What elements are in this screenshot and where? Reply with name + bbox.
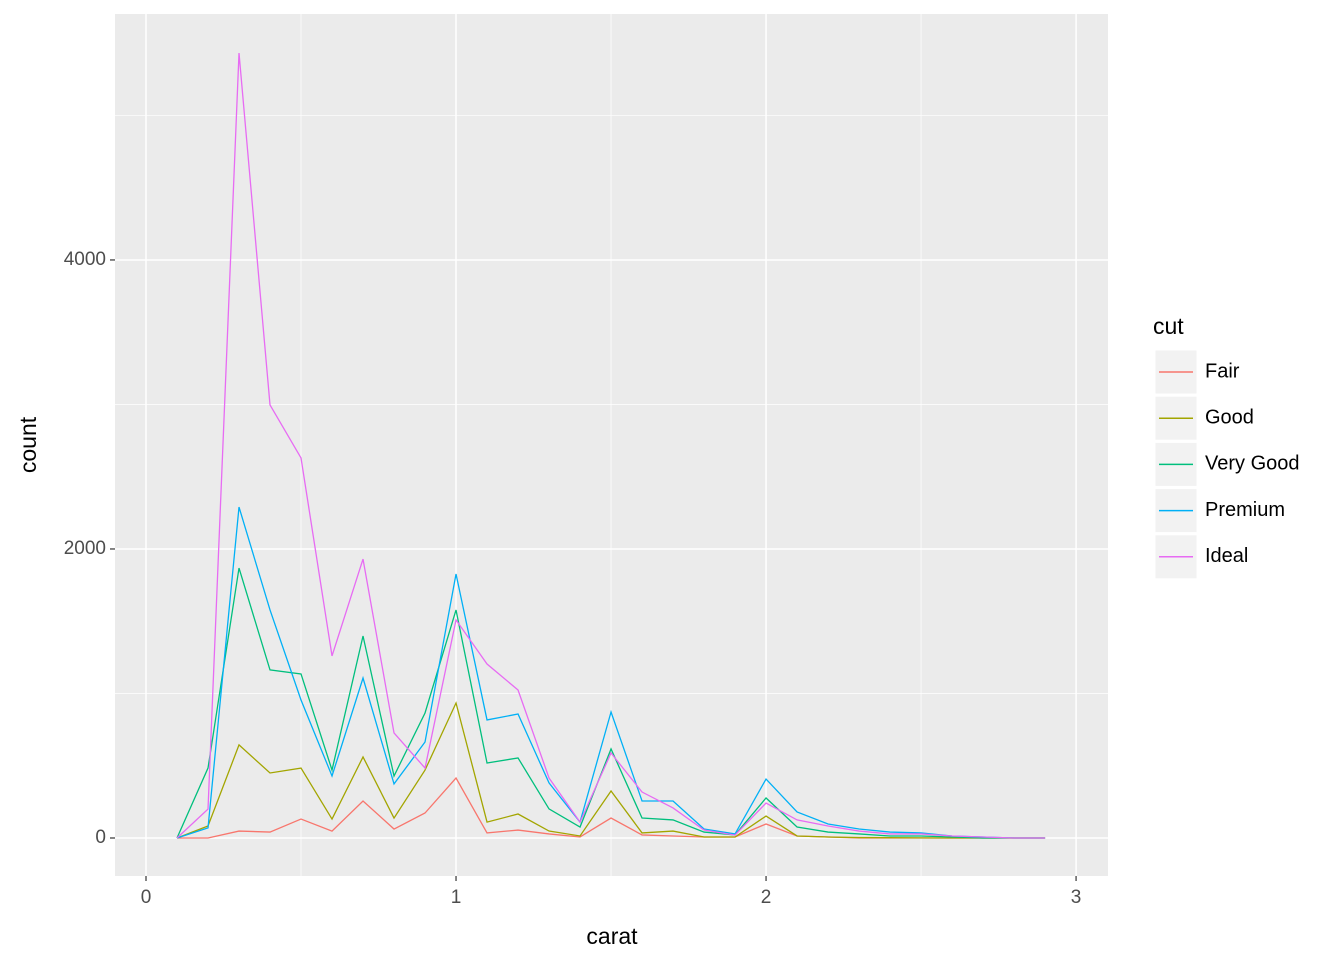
line	[176, 701, 1046, 839]
legend-label: Fair	[1205, 360, 1240, 382]
x-tick-label: 3	[1071, 887, 1082, 908]
panel	[115, 14, 1108, 876]
legend-label: Good	[1205, 406, 1254, 428]
legend-label: Ideal	[1205, 545, 1248, 567]
y-tick-label: 2000	[64, 538, 106, 559]
y-axis-title: count	[15, 416, 41, 473]
line	[176, 52, 1046, 839]
x-axis-title: carat	[586, 923, 638, 949]
x-tick-label: 1	[451, 887, 462, 908]
legend-label: Very Good	[1205, 453, 1300, 475]
y-tick-label: 0	[95, 827, 106, 848]
x-tick-label: 2	[761, 887, 772, 908]
legend-title: cut	[1153, 313, 1184, 339]
y-tick-label: 4000	[64, 249, 106, 270]
line	[176, 567, 1046, 839]
line	[176, 506, 1046, 839]
x-tick-label: 0	[141, 887, 152, 908]
legend-label: Premium	[1205, 499, 1285, 521]
